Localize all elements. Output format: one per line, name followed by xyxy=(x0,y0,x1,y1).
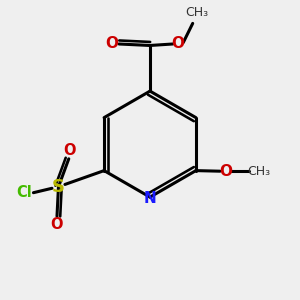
Text: S: S xyxy=(52,178,65,196)
Text: O: O xyxy=(219,164,232,179)
Text: O: O xyxy=(105,37,118,52)
Text: O: O xyxy=(51,217,63,232)
Text: N: N xyxy=(144,191,156,206)
Text: O: O xyxy=(172,37,184,52)
Text: Cl: Cl xyxy=(16,185,32,200)
Text: CH₃: CH₃ xyxy=(185,6,209,19)
Text: CH₃: CH₃ xyxy=(247,165,270,178)
Text: O: O xyxy=(63,143,76,158)
